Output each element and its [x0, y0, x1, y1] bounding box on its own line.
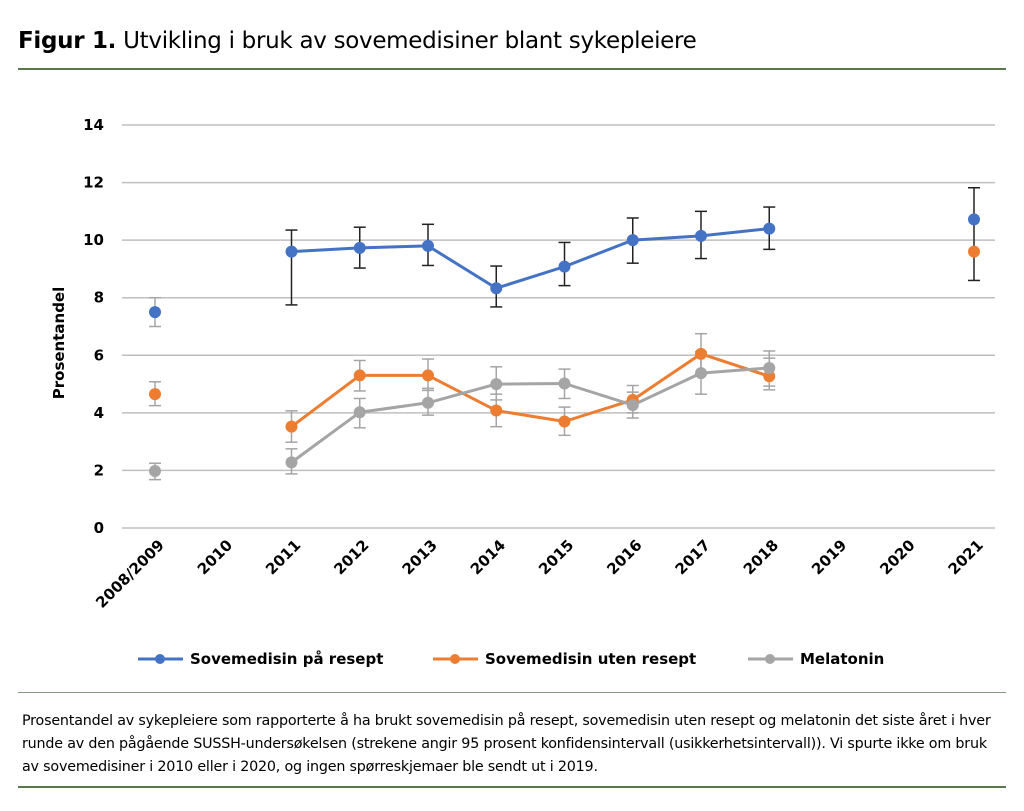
y-axis-label: Prosentandel	[50, 287, 68, 400]
data-point	[285, 456, 298, 469]
y-tick-label: 12	[83, 174, 104, 192]
x-tick-label: 2021	[945, 536, 987, 578]
figure-caption: Prosentandel av sykepleiere som rapporte…	[22, 713, 991, 775]
data-point	[558, 260, 571, 273]
data-points	[149, 213, 980, 478]
legend-label: Sovemedisin uten resept	[485, 650, 696, 668]
legend-marker	[450, 654, 460, 664]
x-tick-label: 2015	[535, 536, 577, 578]
series-line	[290, 366, 770, 464]
series-line	[291, 227, 770, 290]
legend-label: Melatonin	[800, 650, 884, 668]
y-tick-label: 8	[94, 289, 104, 307]
legend-marker	[765, 654, 775, 664]
data-point	[763, 361, 776, 374]
data-point	[626, 399, 639, 412]
data-point	[968, 245, 980, 258]
x-tick-label: 2019	[808, 536, 850, 578]
data-point	[558, 415, 571, 428]
legend: Sovemedisin på resept Sovemedisin uten re…	[138, 650, 884, 668]
data-point	[285, 420, 298, 433]
data-point	[695, 367, 707, 380]
gridlines	[122, 124, 995, 529]
data-point	[626, 234, 639, 247]
caption-divider	[18, 692, 1006, 693]
x-tick-label: 2014	[467, 536, 509, 578]
series-lines	[290, 227, 770, 464]
y-tick-label: 10	[83, 231, 104, 249]
bottom-divider	[18, 786, 1006, 788]
y-tick-label: 4	[94, 404, 104, 422]
x-tick-label: 2008/2009	[92, 536, 168, 612]
y-tick-label: 14	[83, 116, 104, 134]
y-axis-ticks: 0 2 4 6 8 10 12 14	[83, 116, 104, 537]
x-axis-ticks: 2008/2009 2010 2011 2012 2013 2014 2015 2016 201…	[92, 536, 987, 612]
data-point	[763, 222, 776, 235]
x-tick-label: 2020	[876, 536, 918, 578]
data-point	[490, 404, 503, 417]
error-bars	[149, 187, 980, 481]
x-tick-label: 2016	[603, 536, 645, 578]
data-point	[353, 241, 366, 254]
y-tick-label: 2	[94, 461, 104, 479]
x-tick-label: 2010	[194, 536, 236, 578]
x-tick-label: 2012	[330, 536, 372, 578]
data-point	[149, 388, 161, 401]
x-tick-label: 2013	[399, 536, 441, 578]
data-point	[695, 347, 707, 360]
data-point	[490, 282, 503, 295]
data-point	[695, 229, 707, 242]
x-tick-label: 2011	[262, 536, 304, 578]
data-point	[763, 370, 776, 383]
series-line	[290, 352, 770, 428]
data-point	[149, 306, 161, 319]
figure-title: Figur 1. Utvikling i bruk av sovemedisin…	[18, 28, 697, 54]
figure-label: Figur 1.	[18, 28, 117, 54]
legend-marker	[155, 654, 165, 664]
data-point	[353, 406, 366, 419]
x-tick-label: 2018	[740, 536, 782, 578]
legend-label: Sovemedisin på resept	[190, 650, 383, 668]
data-point	[422, 396, 434, 409]
y-tick-label: 6	[94, 346, 104, 364]
data-point	[558, 377, 571, 390]
top-divider	[18, 68, 1006, 70]
data-point	[285, 245, 298, 258]
figure-title-text: Utvikling i bruk av sovemedisiner blant …	[123, 28, 697, 54]
data-point	[353, 369, 366, 382]
data-point	[490, 378, 503, 391]
data-point	[968, 213, 980, 226]
data-point	[422, 369, 434, 382]
x-tick-label: 2017	[672, 536, 714, 578]
data-point	[422, 239, 434, 252]
data-point	[149, 465, 161, 478]
y-tick-label: 0	[94, 519, 104, 537]
line-chart: 0 2 4 6 8 10 12 14 2008/2009 2010 2011 2012 2013 201…	[50, 116, 995, 668]
